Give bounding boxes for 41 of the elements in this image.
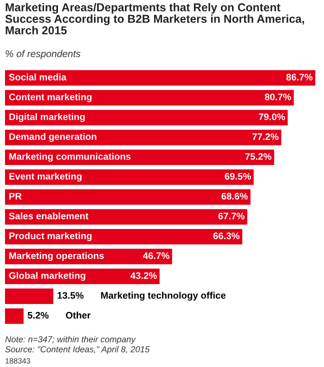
bar	[5, 189, 250, 205]
y-tick-label: Other	[66, 312, 91, 319]
chart-subtitle: % of respondents	[6, 50, 80, 60]
y-tick-label: Marketing operations	[9, 252, 104, 261]
y-tick-label: Global marketing	[9, 272, 86, 281]
data-label: 66.3%	[213, 232, 240, 240]
text: Note: n=347; within their company	[5, 336, 136, 344]
data-label: 68.6%	[222, 192, 248, 200]
chart-title: Marketing Areas/Departments that Rely on Content Success According to B2B Marketers in North America, March 2015	[5, 3, 304, 34]
data-label: 69.5%	[224, 173, 251, 180]
source-note: Source: "Content Ideas," April 8, 2015	[5, 346, 150, 354]
bar	[5, 90, 294, 106]
y-tick-label: Content marketing	[9, 93, 92, 102]
y-tick-label: Social media	[8, 74, 67, 80]
y-tick-label: Product marketing	[9, 232, 92, 242]
y-tick-label: PR	[9, 192, 22, 200]
y-tick-label: Sales enablement	[8, 212, 88, 220]
data-label: 46.7%	[143, 252, 170, 260]
data-label: 43.2%	[130, 272, 157, 279]
data-label: 77.2%	[252, 133, 279, 140]
data-label: 80.7%	[264, 94, 292, 100]
bar	[5, 169, 254, 185]
data-label: 86.7%	[286, 74, 313, 80]
bar	[5, 288, 54, 304]
data-label: 5.2%	[28, 312, 49, 319]
y-tick-label: Event marketing	[9, 172, 82, 182]
bar	[5, 150, 274, 166]
y-tick-label: Digital marketing	[9, 113, 85, 122]
bar	[5, 228, 242, 244]
bar	[5, 308, 24, 324]
data-label: 75.2%	[245, 153, 272, 160]
data-label: 67.7%	[218, 212, 245, 220]
y-tick-label: Marketing technology office	[101, 292, 226, 301]
y-tick-label: Demand generation	[9, 133, 96, 142]
data-label: 13.5%	[58, 292, 84, 299]
data-label: 79.0%	[258, 113, 285, 120]
y-tick-label: Marketing communications	[9, 152, 131, 162]
bar	[5, 70, 316, 86]
bar	[5, 130, 282, 146]
bar	[5, 209, 248, 225]
bar	[5, 110, 288, 126]
